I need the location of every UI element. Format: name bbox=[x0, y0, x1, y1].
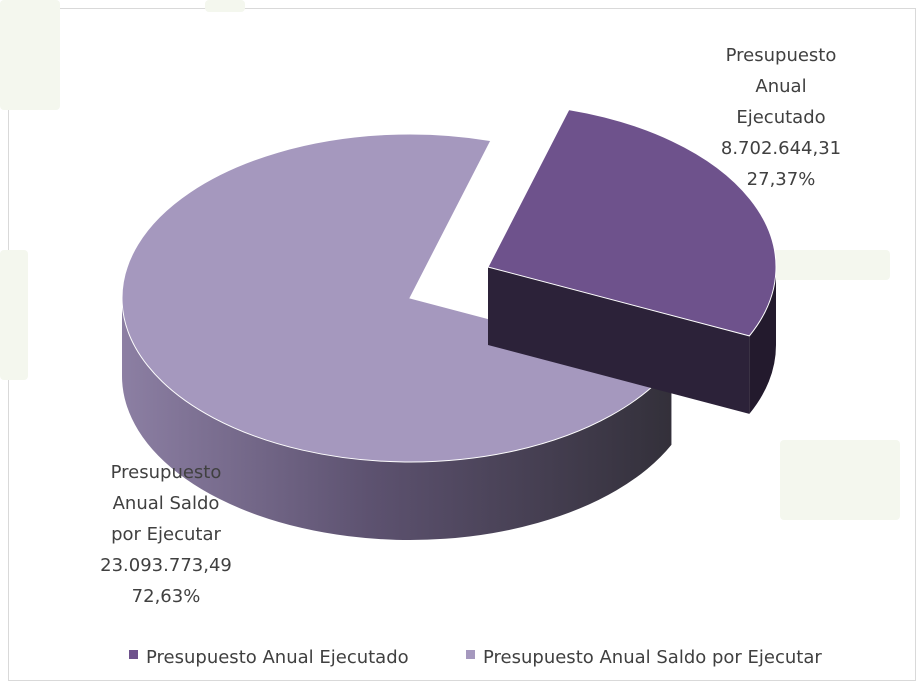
data-label-line: Presupuesto bbox=[111, 462, 222, 483]
pie-slices bbox=[121, 109, 777, 540]
watermark-block bbox=[0, 0, 60, 110]
data-labels: Presupuesto Anual Ejecutado 8.702.644,31 27,… bbox=[100, 45, 841, 607]
watermark-block bbox=[780, 440, 900, 520]
legend-marker bbox=[129, 650, 138, 659]
data-label-line: Ejecutado bbox=[736, 107, 825, 128]
data-label-line: Presupuesto bbox=[726, 45, 837, 66]
watermark-block bbox=[205, 0, 245, 12]
legend-label: Presupuesto Anual Saldo por Ejecutar bbox=[483, 647, 822, 668]
pie-slice-wall bbox=[488, 267, 750, 414]
pie-slice-group bbox=[487, 109, 777, 414]
data-label-line: Anual Saldo bbox=[113, 493, 220, 514]
legend-label: Presupuesto Anual Ejecutado bbox=[146, 647, 409, 668]
data-label-line: por Ejecutar bbox=[111, 524, 221, 545]
watermark-block bbox=[0, 250, 28, 380]
data-label-line: 8.702.644,31 bbox=[721, 138, 841, 159]
data-label-line: 72,63% bbox=[132, 586, 201, 607]
legend-marker bbox=[466, 650, 475, 659]
pie-slice-top bbox=[121, 133, 673, 463]
data-label-line: Anual bbox=[755, 76, 806, 97]
pie-slice-side bbox=[122, 298, 672, 540]
pie-slice-group bbox=[121, 133, 673, 540]
legend: Presupuesto Anual Ejecutado Presupuesto A… bbox=[129, 647, 822, 668]
pie-slice-side bbox=[749, 267, 776, 414]
data-label-line: 27,37% bbox=[747, 169, 816, 190]
data-label-line: 23.093.773,49 bbox=[100, 555, 232, 576]
pie-slice-top bbox=[487, 109, 777, 337]
